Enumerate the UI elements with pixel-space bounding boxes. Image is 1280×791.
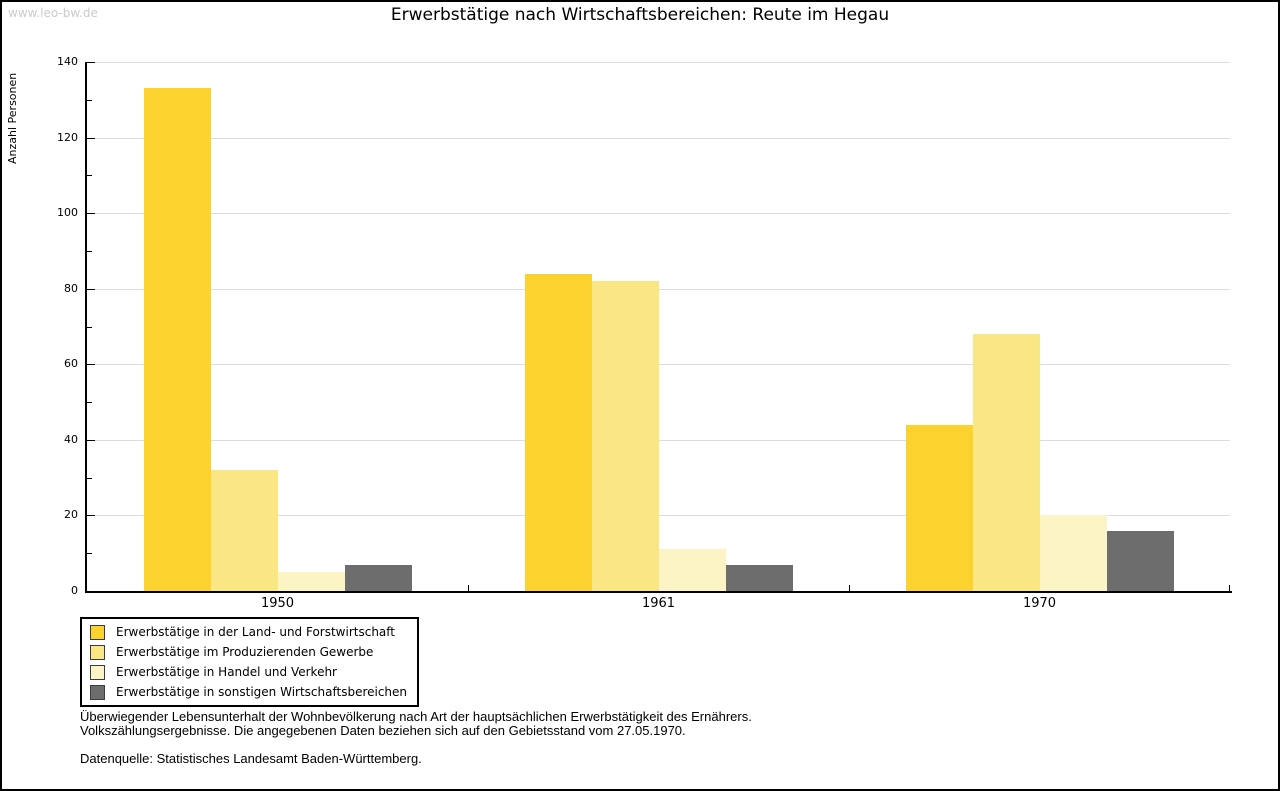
x-axis-line bbox=[85, 591, 1232, 593]
bar-1970-series-1 bbox=[905, 424, 973, 591]
bar-1950-series-3 bbox=[277, 572, 345, 591]
y-tick-20 bbox=[87, 515, 95, 517]
bar-1970-series-4 bbox=[1106, 530, 1174, 591]
bar-1950-series-4 bbox=[344, 564, 412, 591]
legend-swatch-4 bbox=[90, 684, 105, 700]
bar-1961-series-1 bbox=[524, 273, 592, 591]
legend-label-4: Erwerbstätige in sonstigen Wirtschaftsbe… bbox=[116, 685, 408, 699]
legend-label-1: Erwerbstätige in der Land- und Forstwirt… bbox=[116, 625, 395, 639]
legend-item-4: Erwerbstätige in sonstigen Wirtschaftsbe… bbox=[90, 682, 407, 702]
bar-1950-series-1 bbox=[143, 88, 211, 591]
y-tick-label-80: 80 bbox=[64, 281, 78, 295]
y-tick-label-120: 120 bbox=[57, 130, 78, 144]
legend-item-3: Erwerbstätige in Handel und Verkehr bbox=[90, 662, 407, 682]
bar-1961-series-3 bbox=[658, 549, 726, 591]
legend-swatch-1 bbox=[90, 624, 105, 640]
gridline-60 bbox=[87, 364, 1230, 366]
x-tick-label-1961: 1961 bbox=[641, 596, 676, 611]
y-axis-title: Anzahl Personen bbox=[6, 72, 19, 164]
footnote-line-2: Volkszählungsergebnisse. Die angegebenen… bbox=[80, 723, 686, 738]
y-axis-line bbox=[85, 62, 87, 593]
bar-1950-series-2 bbox=[210, 470, 278, 591]
x-tick-label-1970: 1970 bbox=[1022, 596, 1057, 611]
y-tick-120 bbox=[87, 137, 95, 139]
y-tick-40 bbox=[87, 439, 95, 441]
gridline-120 bbox=[87, 137, 1230, 139]
y-tick-80 bbox=[87, 288, 95, 290]
gridline-80 bbox=[87, 288, 1230, 290]
chart-title: Erwerbstätige nach Wirtschaftsbereichen:… bbox=[390, 5, 890, 25]
y-tick-label-20: 20 bbox=[64, 508, 78, 522]
legend-item-1: Erwerbstätige in der Land- und Forstwirt… bbox=[90, 622, 407, 642]
gridline-100 bbox=[87, 213, 1230, 215]
y-tick-100 bbox=[87, 213, 95, 215]
y-tick-label-100: 100 bbox=[57, 206, 78, 220]
bar-1970-series-2 bbox=[972, 334, 1040, 591]
gridline-40 bbox=[87, 439, 1230, 441]
plot-area bbox=[87, 62, 1230, 591]
x-tick-3 bbox=[1229, 585, 1230, 591]
y-tick-label-60: 60 bbox=[64, 357, 78, 371]
y-tick-70 bbox=[87, 326, 92, 328]
y-tick-50 bbox=[87, 402, 92, 404]
y-tick-label-40: 40 bbox=[64, 432, 78, 446]
legend-swatch-2 bbox=[90, 644, 105, 660]
legend-label-2: Erwerbstätige im Produzierenden Gewerbe bbox=[116, 645, 374, 659]
legend-swatch-3 bbox=[90, 664, 105, 680]
legend-label-3: Erwerbstätige in Handel und Verkehr bbox=[116, 665, 337, 679]
legend-item-2: Erwerbstätige im Produzierenden Gewerbe bbox=[90, 642, 407, 662]
x-tick-label-1950: 1950 bbox=[260, 596, 295, 611]
gridline-140 bbox=[87, 62, 1230, 63]
y-tick-label-0: 0 bbox=[71, 584, 78, 597]
bar-1961-series-4 bbox=[725, 564, 793, 591]
legend: Erwerbstätige in der Land- und Forstwirt… bbox=[80, 617, 420, 707]
y-tick-label-140: 140 bbox=[57, 55, 78, 68]
bar-1961-series-2 bbox=[591, 281, 659, 591]
y-tick-60 bbox=[87, 364, 95, 366]
bar-1970-series-3 bbox=[1039, 515, 1107, 591]
y-tick-130 bbox=[87, 99, 92, 101]
gridline-20 bbox=[87, 515, 1230, 517]
footnote-source: Datenquelle: Statistisches Landesamt Bad… bbox=[80, 751, 422, 766]
y-tick-10 bbox=[87, 553, 92, 555]
y-tick-30 bbox=[87, 477, 92, 479]
y-tick-140 bbox=[87, 62, 95, 63]
footnote-line-1: Überwiegender Lebensunterhalt der Wohnbe… bbox=[80, 709, 752, 724]
x-tick-1 bbox=[468, 585, 469, 591]
watermark: www.leo-bw.de bbox=[8, 6, 98, 20]
y-tick-90 bbox=[87, 250, 92, 252]
x-tick-2 bbox=[849, 585, 850, 591]
y-tick-110 bbox=[87, 175, 92, 177]
